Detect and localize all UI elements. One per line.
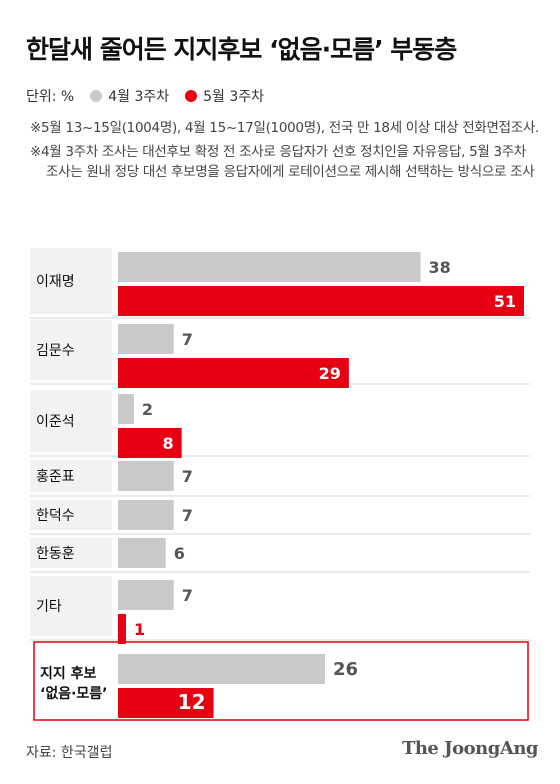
value-label-may: 29: [319, 364, 341, 383]
value-label-april: 2: [142, 400, 153, 419]
category-label-bg: [30, 576, 112, 636]
value-label-april: 26: [333, 659, 358, 680]
legend-swatch-may: [185, 90, 198, 102]
bar-april: [118, 461, 174, 491]
bar-may: [118, 614, 126, 644]
legend-label-april: 4월 3주차: [108, 89, 170, 105]
unit-label: 단위: %: [26, 89, 75, 105]
value-label-april: 38: [429, 258, 451, 277]
brand-logo: The JoongAng: [401, 738, 539, 759]
value-label-may: 1: [134, 620, 145, 639]
value-label-april: 7: [182, 506, 193, 525]
bar-april: [118, 500, 174, 530]
value-label-april: 7: [182, 586, 193, 605]
category-label: 지지 후보: [40, 666, 97, 682]
category-label: 한동훈: [36, 546, 75, 562]
category-label: 기타: [36, 599, 62, 615]
category-label-bg: [30, 460, 112, 492]
value-label-april: 7: [182, 467, 193, 486]
category-label-bg: [30, 500, 112, 530]
category-label-bg: [30, 320, 112, 380]
bar-april: [118, 654, 325, 684]
bar-april: [118, 252, 421, 282]
note-2: ※4월 3주차 조사는 대선후보 확정 전 조사로 응답자가 선호 정치인을 자…: [30, 144, 535, 180]
value-label-april: 6: [174, 544, 185, 563]
legend: 단위: % 4월 3주차 5월 3주차: [26, 86, 264, 106]
bar-may: [118, 428, 182, 458]
bar-april: [118, 324, 174, 354]
survey-notes: ※5월 13~15일(1004명), 4월 15~17일(1000명), 전국 …: [30, 118, 540, 186]
category-label: 홍준표: [36, 469, 75, 485]
category-label: ‘없음·모름’: [40, 686, 107, 702]
bar-april: [118, 538, 166, 568]
value-label-april: 7: [182, 330, 193, 349]
category-label-bg: [30, 390, 112, 452]
category-label: 이재명: [36, 274, 75, 290]
chart-title: 한달새 줄어든 지지후보 ‘없음·모름’ 부동층: [26, 35, 457, 64]
bar-may: [118, 286, 524, 316]
bar-april: [118, 580, 174, 610]
category-label-bg: [30, 248, 112, 314]
legend-swatch-april: [90, 90, 103, 102]
category-label: 김문수: [36, 343, 75, 359]
bar-april: [118, 394, 134, 424]
legend-label-may: 5월 3주차: [203, 89, 265, 105]
category-label-bg: [30, 538, 112, 568]
value-label-may: 12: [178, 690, 206, 714]
value-label-may: 8: [163, 434, 174, 453]
bar-may: [118, 688, 214, 718]
bar-may: [118, 358, 349, 388]
source-label: 자료: 한국갤럽: [26, 745, 113, 761]
category-label: 한덕수: [36, 508, 75, 524]
highlight-box: [33, 641, 529, 721]
category-label: 이준석: [36, 414, 75, 430]
value-label-may: 51: [494, 292, 516, 311]
note-1: ※5월 13~15일(1004명), 4월 15~17일(1000명), 전국 …: [30, 120, 539, 136]
